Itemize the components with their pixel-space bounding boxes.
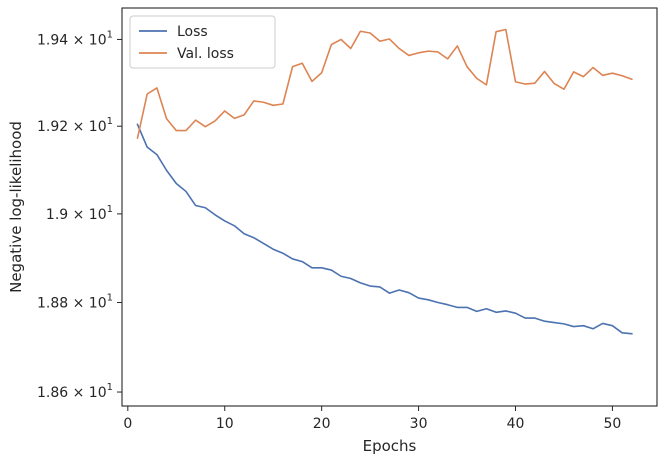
x-tick-label: 50 <box>604 416 622 432</box>
y-axis-label: Negative log-likelihood <box>7 121 25 293</box>
legend-label: Loss <box>177 24 208 40</box>
axes: 0 10 20 30 40 50 1.86 × 101 1.88 × 101 1.9 × 101… <box>7 7 658 455</box>
x-tick-label: 30 <box>410 416 428 432</box>
x-tick-label: 20 <box>313 416 331 432</box>
x-tick-label: 40 <box>507 416 525 432</box>
x-axis-label: Epochs <box>363 437 417 455</box>
y-tick-label: 1.92 × 101 <box>37 116 113 135</box>
axes-frame <box>121 7 658 407</box>
legend-box <box>129 15 276 69</box>
series-line-loss <box>136 123 633 335</box>
y-tick-label: 1.94 × 101 <box>37 29 113 48</box>
x-tick-label: 10 <box>216 416 234 432</box>
series-line-val-loss <box>136 28 633 139</box>
y-tick-label: 1.88 × 101 <box>37 292 113 311</box>
legend-label: Val. loss <box>177 46 234 62</box>
x-tick-label: 0 <box>123 416 132 432</box>
y-tick-label: 1.86 × 101 <box>37 382 113 401</box>
plot-area <box>136 28 633 335</box>
legend: Loss Val. loss <box>129 15 276 69</box>
y-tick-label: 1.9 × 101 <box>46 204 113 223</box>
